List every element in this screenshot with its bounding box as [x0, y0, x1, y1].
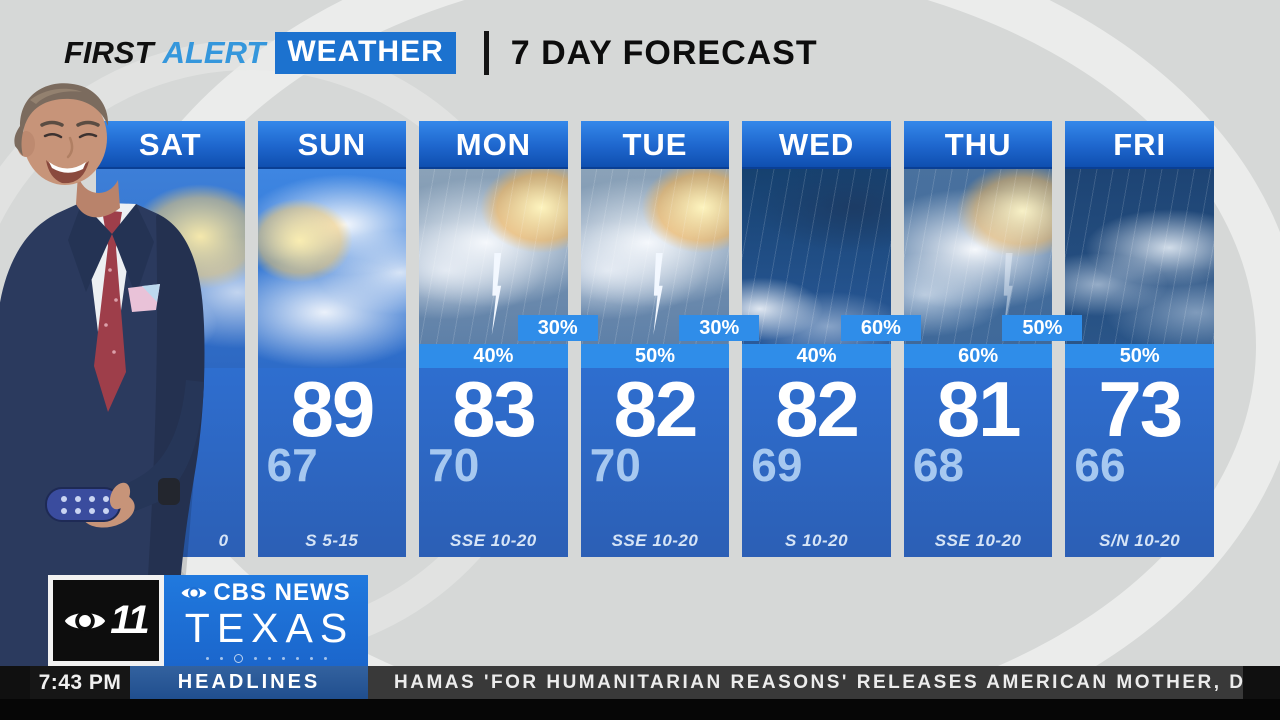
rain-chance-bar: 40%	[742, 344, 891, 368]
high-temp: 81	[936, 365, 1022, 453]
day-label: TUE	[580, 121, 730, 169]
cbs-news-texas-logo: CBS NEWS TEXAS	[164, 575, 368, 666]
headlines-label: HEADLINES	[130, 666, 368, 699]
temp-panel: 82 70 SSE 10-20	[580, 365, 730, 557]
news-ticker: HAMAS 'FOR HUMANITARIAN REASONS' RELEASE…	[368, 666, 1243, 699]
wind-text: S 10-20	[785, 531, 849, 550]
lightning-bolt-icon	[1003, 253, 1013, 335]
brand-weather-badge: WEATHER	[275, 32, 456, 74]
rain-chance-evening-badge: 60%	[840, 315, 921, 341]
temp-panel: 73 66 S/N 10-20	[1065, 368, 1214, 557]
title-divider	[483, 31, 489, 75]
brand-first: FIRST	[64, 35, 154, 70]
low-temp: 68	[912, 439, 965, 492]
temp-panel: 83 70 SSE 10-20	[419, 368, 568, 557]
high-temp: 82	[613, 365, 699, 453]
cbs-eye-icon	[65, 610, 106, 631]
cbs-11-logo: 11	[48, 575, 164, 666]
day-label: WED	[742, 121, 891, 169]
thunderstorm-sun-rain-icon: 30%	[419, 169, 598, 344]
high-temp: 83	[452, 365, 537, 453]
wind-text: SSE 10-20	[450, 531, 537, 550]
lightning-bolt-icon	[491, 253, 502, 335]
forecast-board: SAT 0 SUN 89 67 S 5-15 MON 30% 40%	[96, 121, 1214, 557]
lightning-bolt-icon	[653, 253, 663, 335]
clock: 7:43 PM	[30, 666, 130, 699]
wind-text: SSE 10-20	[611, 531, 699, 550]
high-temp: 89	[290, 365, 375, 453]
low-temp: 67	[266, 439, 318, 492]
day-label: SAT	[96, 121, 245, 169]
brand-alert: ALERT	[162, 35, 266, 70]
low-temp: 70	[428, 439, 480, 492]
weather-presenter	[0, 83, 205, 670]
thunderstorm-sun-rain-icon: 30%	[580, 169, 760, 344]
wind-text: SSE 10-20	[934, 531, 1022, 550]
channel-number: 11	[110, 598, 150, 642]
temp-panel: 82 69 S 10-20	[742, 368, 891, 557]
network-name: CBS NEWS	[213, 578, 351, 606]
wind-text: S 5-15	[305, 531, 359, 550]
high-temp: 73	[1098, 365, 1183, 453]
lower-third-bar: 7:43 PM HEADLINES HAMAS 'FOR HUMANITARIA…	[0, 666, 1280, 699]
forecast-column-tue: TUE 30% 50% 82 70 SSE 10-20	[580, 121, 760, 557]
forecast-column-mon: MON 30% 40% 83 70 SSE 10-20	[419, 121, 598, 557]
cbs-eye-icon	[181, 586, 207, 599]
page-title: 7 DAY FORECAST	[510, 33, 818, 72]
storm-sun-cloud-rain-icon: 50%	[903, 169, 1083, 344]
temp-panel: 81 68 SSE 10-20	[903, 365, 1053, 557]
forecast-column-fri: FRI 50% 73 66 S/N 10-20	[1065, 121, 1214, 557]
forecast-column-thu: THU 50% 60% 81 68 SSE 10-20	[903, 121, 1083, 557]
letterbox-bar	[0, 699, 1280, 720]
partly-cloudy-sun-icon	[257, 169, 407, 368]
dark-clouds-rain-icon: 60%	[742, 169, 921, 344]
rain-chance-bar: 50%	[580, 344, 730, 368]
rain-chance-bar: 60%	[903, 344, 1053, 368]
high-temp: 82	[775, 365, 860, 453]
logo-dots	[205, 653, 327, 663]
temp-panel: 89 67 S 5-15	[257, 365, 407, 557]
day-label: FRI	[1065, 121, 1214, 169]
day-label: SUN	[257, 121, 407, 169]
forecast-column-wed: WED 60% 40% 82 69 S 10-20	[742, 121, 921, 557]
rain-chance-evening-badge: 30%	[679, 315, 760, 341]
day-label: THU	[903, 121, 1053, 169]
low-temp: 69	[751, 439, 803, 492]
dark-clouds-rain-icon	[1065, 169, 1214, 344]
region-name: TEXAS	[184, 604, 355, 651]
rain-chance-evening-badge: 50%	[1002, 315, 1083, 341]
forecast-column-sun: SUN 89 67 S 5-15	[257, 121, 407, 557]
rain-chance-bar: 50%	[1065, 344, 1214, 368]
rain-chance-evening-badge: 30%	[517, 315, 598, 341]
wind-text: 0	[218, 531, 229, 550]
day-label: MON	[419, 121, 568, 169]
header-bar: FIRST ALERT WEATHER 7 DAY FORECAST	[64, 30, 818, 76]
low-temp: 66	[1074, 439, 1126, 492]
low-temp: 70	[589, 439, 641, 492]
rain-chance-bar: 40%	[419, 344, 568, 368]
wind-text: S/N 10-20	[1099, 531, 1181, 550]
